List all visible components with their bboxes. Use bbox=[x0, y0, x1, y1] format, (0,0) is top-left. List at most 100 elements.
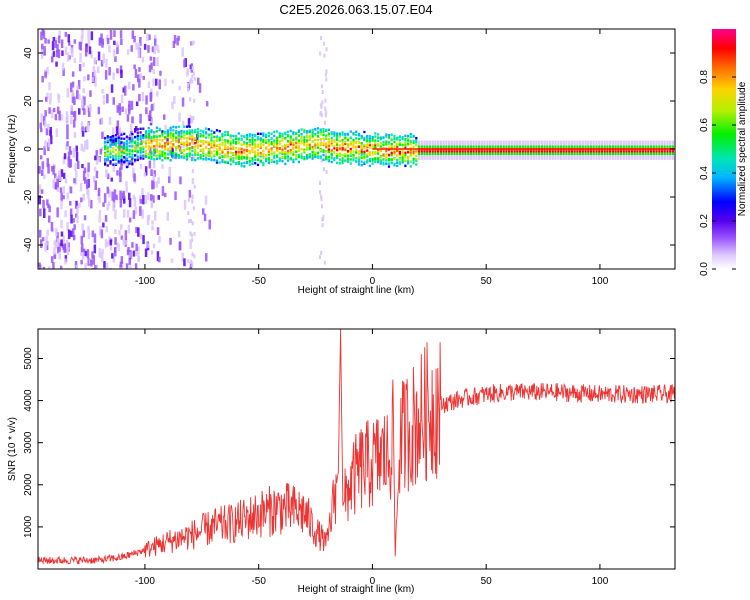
heatmap-cell bbox=[554, 143, 557, 146]
heatmap-cell bbox=[549, 152, 552, 155]
heatmap-cell bbox=[652, 157, 655, 160]
heatmap-cell bbox=[152, 243, 156, 249]
heatmap-cell bbox=[647, 145, 650, 148]
heatmap-cell bbox=[67, 34, 70, 43]
heatmap-cell bbox=[78, 93, 81, 100]
heatmap-cell bbox=[157, 177, 160, 184]
heatmap-cell bbox=[256, 153, 260, 156]
heatmap-cell bbox=[325, 150, 328, 153]
heatmap-cell bbox=[70, 214, 73, 224]
heatmap-cell bbox=[136, 134, 139, 137]
heatmap-cell bbox=[103, 193, 107, 203]
heatmap-cell bbox=[445, 157, 448, 160]
heatmap-cell bbox=[387, 146, 391, 149]
heatmap-cell bbox=[196, 134, 199, 144]
heatmap-cell bbox=[497, 157, 500, 160]
heatmap-cell bbox=[625, 152, 628, 155]
heatmap-cell bbox=[106, 139, 109, 142]
heatmap-cell bbox=[505, 155, 508, 158]
heatmap-cell bbox=[187, 70, 190, 75]
heatmap-cell bbox=[52, 178, 55, 189]
heatmap-cell bbox=[398, 142, 401, 145]
heatmap-cell bbox=[551, 140, 554, 143]
heatmap-cell bbox=[352, 146, 355, 149]
heatmap-cell bbox=[172, 139, 175, 142]
heatmap-cell bbox=[516, 150, 519, 153]
heatmap-cell bbox=[235, 157, 238, 160]
heatmap-cell bbox=[178, 85, 181, 91]
heatmap-cell bbox=[84, 263, 87, 269]
heatmap-cell bbox=[663, 150, 666, 153]
y-tick-label: 40 bbox=[23, 47, 34, 59]
heatmap-cell bbox=[61, 62, 65, 71]
heatmap-cell bbox=[330, 157, 333, 160]
heatmap-cell bbox=[57, 35, 61, 44]
heatmap-cell bbox=[587, 143, 590, 146]
heatmap-cell bbox=[412, 139, 415, 143]
heatmap-cell bbox=[611, 145, 614, 148]
heatmap-cell bbox=[55, 128, 59, 137]
heatmap-cell bbox=[192, 71, 195, 76]
heatmap-cell bbox=[169, 136, 172, 140]
heatmap-cell bbox=[193, 254, 196, 259]
heatmap-cell bbox=[142, 75, 145, 80]
heatmap-cell bbox=[138, 195, 142, 201]
heatmap-cell bbox=[191, 178, 195, 185]
heatmap-cell bbox=[303, 135, 306, 139]
heatmap-cell bbox=[68, 41, 71, 46]
heatmap-cell bbox=[368, 142, 371, 145]
heatmap-cell bbox=[535, 155, 538, 158]
heatmap-cell bbox=[120, 235, 124, 240]
heatmap-cell bbox=[352, 153, 355, 157]
heatmap-cell bbox=[207, 136, 210, 139]
heatmap-cell bbox=[371, 136, 374, 139]
heatmap-cell bbox=[65, 144, 68, 150]
heatmap-cell bbox=[363, 155, 366, 158]
heatmap-cell bbox=[352, 158, 355, 162]
heatmap-cell bbox=[499, 143, 502, 146]
heatmap-cell bbox=[636, 157, 639, 160]
heatmap-cell bbox=[346, 143, 350, 146]
heatmap-cell bbox=[502, 140, 505, 143]
heatmap-cell bbox=[330, 136, 333, 140]
heatmap-cell bbox=[598, 143, 601, 146]
heatmap-cell bbox=[110, 84, 114, 93]
heatmap-cell bbox=[148, 160, 152, 169]
heatmap-cell bbox=[606, 155, 609, 158]
heatmap-cell bbox=[518, 152, 522, 155]
heatmap-cell bbox=[215, 148, 219, 151]
heatmap-cell bbox=[316, 142, 320, 145]
heatmap-cell bbox=[448, 152, 451, 155]
heatmap-cell bbox=[112, 162, 116, 172]
heatmap-cell bbox=[158, 129, 161, 132]
heatmap-cell bbox=[66, 239, 69, 250]
heatmap-cell bbox=[630, 140, 634, 143]
heatmap-cell bbox=[208, 219, 211, 230]
heatmap-cell bbox=[64, 258, 67, 265]
heatmap-cell bbox=[448, 150, 451, 153]
heatmap-cell bbox=[559, 143, 563, 146]
heatmap-cell bbox=[139, 127, 142, 130]
heatmap-cell bbox=[199, 135, 202, 138]
heatmap-cell bbox=[308, 153, 311, 156]
heatmap-cell bbox=[46, 92, 49, 99]
heatmap-cell bbox=[508, 140, 511, 143]
heatmap-cell bbox=[199, 156, 202, 159]
heatmap-cell bbox=[450, 155, 453, 158]
heatmap-cell bbox=[120, 145, 123, 149]
heatmap-cell bbox=[625, 157, 628, 160]
heatmap-cell bbox=[322, 153, 325, 157]
heatmap-cell bbox=[300, 142, 303, 145]
heatmap-cell bbox=[185, 142, 189, 145]
heatmap-cell bbox=[521, 140, 524, 143]
heatmap-cell bbox=[117, 157, 120, 160]
heatmap-cell bbox=[557, 152, 560, 155]
heatmap-cell bbox=[175, 140, 178, 143]
heatmap-cell bbox=[314, 142, 317, 145]
heatmap-cell bbox=[112, 143, 115, 146]
heatmap-cell bbox=[142, 235, 145, 245]
heatmap-cell bbox=[196, 128, 199, 131]
heatmap-cell bbox=[172, 144, 175, 147]
heatmap-cell bbox=[352, 150, 355, 153]
heatmap-cell bbox=[606, 157, 609, 160]
